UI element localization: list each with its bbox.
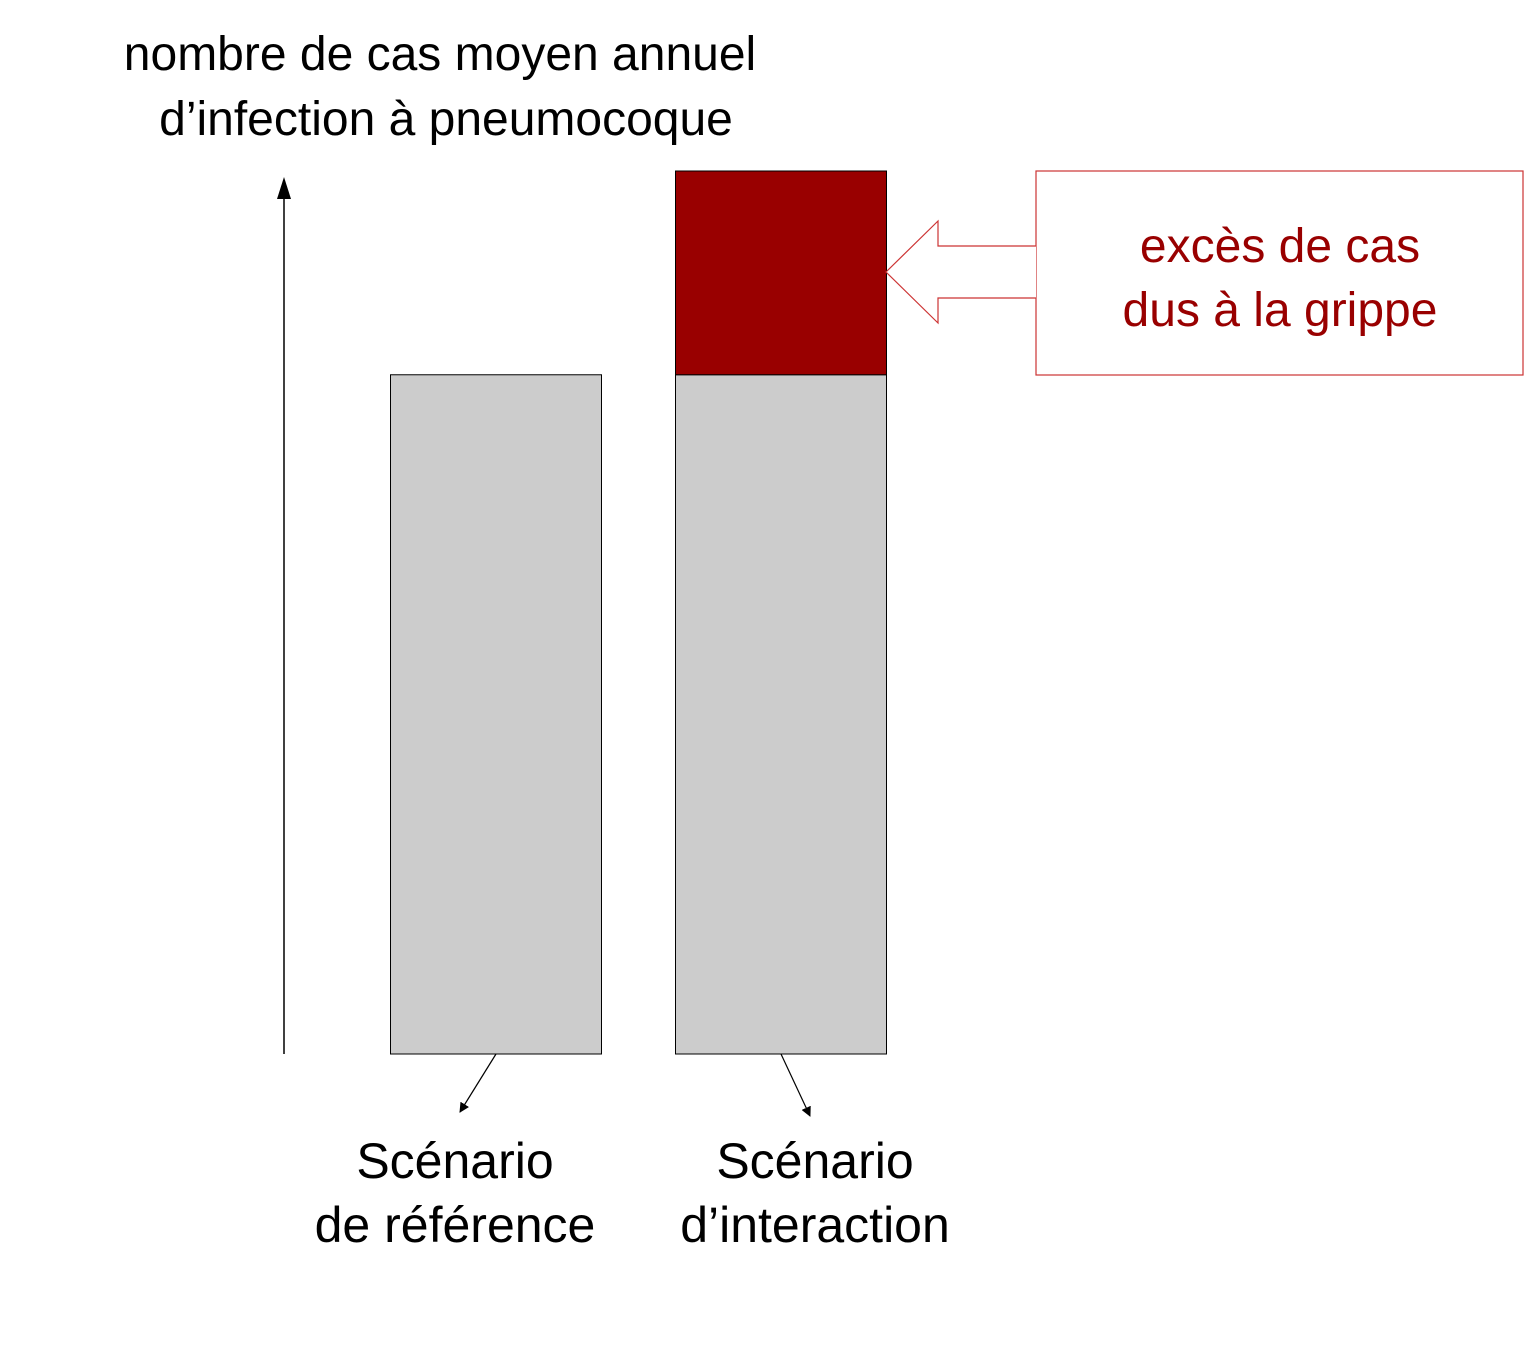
annotation-text-line-1: excès de cas [1140,220,1420,273]
bar-interaction-segment-2 [675,170,887,376]
category-label-reference-line-1: Scénario [356,1133,553,1189]
category-label-reference-line-2: de référence [315,1197,596,1253]
annotation-text-line-2: dus à la grippe [1123,284,1438,337]
category-label-interaction-line-2: d’interaction [680,1197,950,1253]
bars-group [390,170,887,1055]
pointer-arrow-reference [459,1053,497,1113]
y-axis-arrow-icon [277,177,291,199]
annotation-arrow-icon [885,219,1036,325]
bar-reference-segment-1 [390,374,602,1055]
bar-interaction-segment-1 [675,374,887,1055]
annotation-callout-box [1035,170,1524,376]
y-axis-title-line-2: d’infection à pneumocoque [159,93,733,146]
pointer-arrows [459,1053,811,1117]
pointer-arrow-interaction [780,1053,811,1117]
y-axis-title-line-1: nombre de cas moyen annuel [124,28,756,81]
category-label-interaction-line-1: Scénario [716,1133,913,1189]
